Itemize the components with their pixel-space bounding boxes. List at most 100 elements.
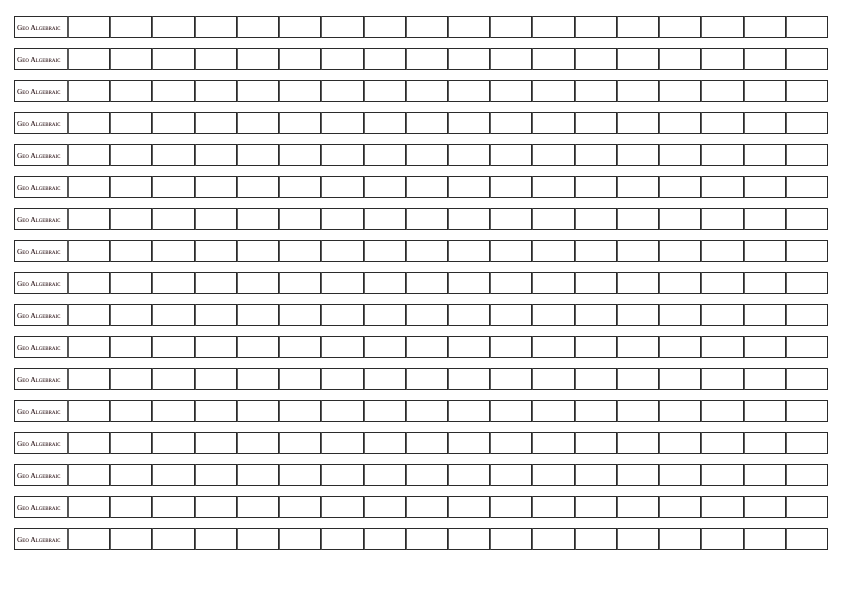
table-cell-empty[interactable] bbox=[659, 464, 702, 486]
table-cell-empty[interactable] bbox=[659, 80, 702, 102]
table-cell-empty[interactable] bbox=[574, 240, 617, 262]
table-cell-empty[interactable] bbox=[574, 464, 617, 486]
table-cell-empty[interactable] bbox=[321, 464, 364, 486]
row-label-cell[interactable]: Geo Algebraic bbox=[14, 80, 68, 102]
table-cell-empty[interactable] bbox=[236, 496, 280, 518]
table-cell-empty[interactable] bbox=[68, 272, 111, 294]
table-cell-empty[interactable] bbox=[363, 240, 406, 262]
table-cell-empty[interactable] bbox=[574, 304, 617, 326]
table-cell-empty[interactable] bbox=[279, 176, 322, 198]
table-cell-empty[interactable] bbox=[574, 496, 617, 518]
table-cell-empty[interactable] bbox=[279, 112, 322, 134]
table-cell-empty[interactable] bbox=[363, 528, 406, 550]
row-label-cell[interactable]: Geo Algebraic bbox=[14, 368, 68, 390]
table-cell-empty[interactable] bbox=[616, 16, 660, 38]
table-cell-empty[interactable] bbox=[321, 48, 364, 70]
table-cell-empty[interactable] bbox=[532, 496, 575, 518]
table-cell-empty[interactable] bbox=[743, 464, 786, 486]
table-cell-empty[interactable] bbox=[785, 304, 828, 326]
table-cell-empty[interactable] bbox=[236, 464, 280, 486]
table-cell-empty[interactable] bbox=[68, 528, 111, 550]
table-cell-empty[interactable] bbox=[743, 336, 786, 358]
table-cell-empty[interactable] bbox=[616, 48, 660, 70]
table-cell-empty[interactable] bbox=[194, 528, 237, 550]
table-cell-empty[interactable] bbox=[363, 272, 406, 294]
table-cell-empty[interactable] bbox=[68, 368, 111, 390]
table-cell-empty[interactable] bbox=[363, 336, 406, 358]
table-cell-empty[interactable] bbox=[743, 16, 786, 38]
table-cell-empty[interactable] bbox=[363, 368, 406, 390]
table-cell-empty[interactable] bbox=[447, 48, 491, 70]
table-cell-empty[interactable] bbox=[363, 208, 406, 230]
table-cell-empty[interactable] bbox=[574, 144, 617, 166]
row-label-cell[interactable]: Geo Algebraic bbox=[14, 144, 68, 166]
table-cell-empty[interactable] bbox=[405, 528, 448, 550]
table-cell-empty[interactable] bbox=[659, 496, 702, 518]
table-cell-empty[interactable] bbox=[194, 80, 237, 102]
table-cell-empty[interactable] bbox=[701, 208, 744, 230]
table-cell-empty[interactable] bbox=[532, 272, 575, 294]
table-cell-empty[interactable] bbox=[490, 112, 533, 134]
table-cell-empty[interactable] bbox=[363, 304, 406, 326]
table-cell-empty[interactable] bbox=[785, 336, 828, 358]
table-cell-empty[interactable] bbox=[321, 16, 364, 38]
table-cell-empty[interactable] bbox=[194, 176, 237, 198]
table-cell-empty[interactable] bbox=[447, 176, 491, 198]
table-cell-empty[interactable] bbox=[321, 80, 364, 102]
table-cell-empty[interactable] bbox=[701, 48, 744, 70]
table-cell-empty[interactable] bbox=[68, 80, 111, 102]
table-cell-empty[interactable] bbox=[68, 176, 111, 198]
row-label-cell[interactable]: Geo Algebraic bbox=[14, 464, 68, 486]
table-cell-empty[interactable] bbox=[743, 208, 786, 230]
table-cell-empty[interactable] bbox=[68, 112, 111, 134]
table-cell-empty[interactable] bbox=[532, 240, 575, 262]
table-cell-empty[interactable] bbox=[110, 272, 153, 294]
table-cell-empty[interactable] bbox=[490, 176, 533, 198]
table-cell-empty[interactable] bbox=[279, 272, 322, 294]
table-cell-empty[interactable] bbox=[532, 144, 575, 166]
table-cell-empty[interactable] bbox=[279, 80, 322, 102]
table-cell-empty[interactable] bbox=[279, 432, 322, 454]
table-cell-empty[interactable] bbox=[574, 368, 617, 390]
table-cell-empty[interactable] bbox=[279, 496, 322, 518]
table-cell-empty[interactable] bbox=[659, 208, 702, 230]
row-label-cell[interactable]: Geo Algebraic bbox=[14, 240, 68, 262]
table-cell-empty[interactable] bbox=[490, 336, 533, 358]
table-cell-empty[interactable] bbox=[68, 336, 111, 358]
table-cell-empty[interactable] bbox=[532, 304, 575, 326]
table-cell-empty[interactable] bbox=[616, 272, 660, 294]
row-label-cell[interactable]: Geo Algebraic bbox=[14, 112, 68, 134]
table-cell-empty[interactable] bbox=[574, 432, 617, 454]
table-cell-empty[interactable] bbox=[110, 368, 153, 390]
table-cell-empty[interactable] bbox=[490, 144, 533, 166]
table-cell-empty[interactable] bbox=[616, 528, 660, 550]
table-cell-empty[interactable] bbox=[152, 272, 195, 294]
table-cell-empty[interactable] bbox=[236, 304, 280, 326]
table-cell-empty[interactable] bbox=[152, 496, 195, 518]
table-cell-empty[interactable] bbox=[405, 144, 448, 166]
table-cell-empty[interactable] bbox=[110, 144, 153, 166]
table-cell-empty[interactable] bbox=[785, 368, 828, 390]
table-cell-empty[interactable] bbox=[447, 208, 491, 230]
table-cell-empty[interactable] bbox=[321, 240, 364, 262]
row-label-cell[interactable]: Geo Algebraic bbox=[14, 176, 68, 198]
table-cell-empty[interactable] bbox=[110, 400, 153, 422]
table-cell-empty[interactable] bbox=[363, 496, 406, 518]
table-cell-empty[interactable] bbox=[532, 112, 575, 134]
table-cell-empty[interactable] bbox=[363, 48, 406, 70]
table-cell-empty[interactable] bbox=[405, 336, 448, 358]
table-cell-empty[interactable] bbox=[616, 208, 660, 230]
table-cell-empty[interactable] bbox=[701, 112, 744, 134]
table-cell-empty[interactable] bbox=[405, 176, 448, 198]
table-cell-empty[interactable] bbox=[447, 528, 491, 550]
table-cell-empty[interactable] bbox=[363, 432, 406, 454]
table-cell-empty[interactable] bbox=[490, 432, 533, 454]
table-cell-empty[interactable] bbox=[194, 144, 237, 166]
table-cell-empty[interactable] bbox=[152, 112, 195, 134]
table-cell-empty[interactable] bbox=[785, 496, 828, 518]
table-cell-empty[interactable] bbox=[490, 496, 533, 518]
table-cell-empty[interactable] bbox=[405, 272, 448, 294]
table-cell-empty[interactable] bbox=[574, 400, 617, 422]
table-cell-empty[interactable] bbox=[659, 176, 702, 198]
table-cell-empty[interactable] bbox=[68, 464, 111, 486]
